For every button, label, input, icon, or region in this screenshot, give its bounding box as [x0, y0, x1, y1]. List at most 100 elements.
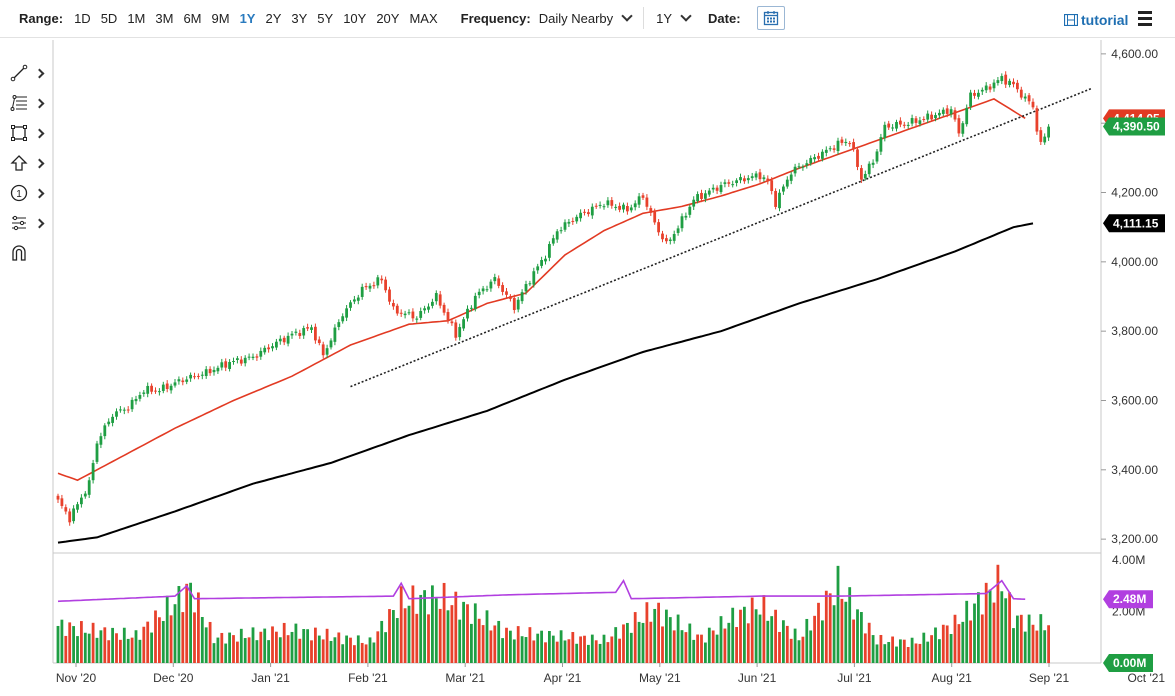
candle-body	[1012, 81, 1015, 85]
frequency-dropdown[interactable]: Daily Nearby	[539, 10, 633, 26]
volume-bar	[360, 642, 364, 663]
candle-body	[317, 339, 321, 344]
candle-body	[477, 291, 481, 296]
candle-body	[462, 319, 465, 329]
candle-body	[984, 85, 988, 91]
calendar-button[interactable]	[756, 6, 785, 30]
candle-body	[146, 385, 150, 394]
volume-bar	[325, 628, 329, 663]
candle-body	[119, 409, 122, 411]
candle-body	[341, 316, 345, 322]
volume-bar	[189, 582, 192, 663]
volume-bar	[614, 627, 618, 663]
volume-bar	[399, 586, 403, 663]
date-tick-label: Jul '21	[837, 671, 872, 685]
candle-body	[232, 360, 235, 362]
date-tick-label: Feb '21	[348, 671, 388, 685]
volume-bar	[813, 615, 816, 663]
range-button-1d[interactable]: 1D	[74, 10, 91, 26]
period-dropdown[interactable]: 1Y	[656, 10, 692, 26]
volume-bar	[415, 613, 419, 663]
range-button-6m[interactable]: 6M	[183, 10, 202, 26]
hamburger-menu-icon[interactable]	[1138, 11, 1152, 29]
volume-bar	[852, 619, 855, 663]
volume-bar	[571, 632, 575, 663]
volume-bar	[275, 631, 278, 663]
volume-bar	[1031, 624, 1035, 663]
range-button-2y[interactable]: 2Y	[265, 10, 282, 26]
volume-bar	[969, 620, 972, 663]
candle-body	[372, 285, 376, 287]
fibonacci-tool[interactable]	[10, 88, 50, 118]
rectangle-tool[interactable]	[10, 118, 50, 148]
arrow-tool[interactable]	[10, 148, 50, 178]
candle-body	[723, 182, 727, 184]
trendline[interactable]	[350, 87, 1092, 388]
volume-bar	[941, 624, 945, 663]
range-button-20y[interactable]: 20Y	[376, 10, 400, 26]
volume-bar	[290, 631, 294, 663]
candle-body	[934, 115, 937, 119]
range-button-5d[interactable]: 5D	[100, 10, 118, 26]
candle-body	[801, 166, 805, 168]
candle-body	[130, 399, 134, 410]
volume-bar	[446, 610, 450, 663]
volume-bar	[723, 628, 727, 663]
range-button-3y[interactable]: 3Y	[291, 10, 308, 26]
candle-body	[278, 338, 282, 342]
volume-bar	[895, 646, 898, 663]
candle-body	[836, 140, 840, 152]
range-button-1m[interactable]: 1M	[127, 10, 146, 26]
candle-body	[247, 356, 251, 358]
candle-body	[590, 206, 594, 216]
volume-bar	[427, 614, 430, 663]
candle-body	[743, 178, 746, 182]
range-button-3m[interactable]: 3M	[155, 10, 174, 26]
volume-bar	[731, 607, 735, 663]
magnet-tool[interactable]	[10, 238, 50, 268]
last-price-tag: 4,390.50	[1113, 119, 1160, 133]
range-button-9m[interactable]: 9M	[211, 10, 230, 26]
candle-body	[980, 89, 984, 92]
volume-bar	[1023, 631, 1027, 663]
volume-bar	[579, 636, 582, 663]
volume-bar	[817, 602, 820, 663]
candle-body	[177, 379, 181, 382]
date-tick-label: Oct '21	[1127, 671, 1165, 685]
date-tick-label: Aug '21	[932, 671, 973, 685]
volume-bar	[953, 614, 957, 663]
volume-bar	[653, 608, 657, 663]
volume-bar	[688, 623, 692, 663]
date-tick-label: Jun '21	[738, 671, 777, 685]
volume-bar	[700, 634, 703, 663]
annotation-tool[interactable]: 1	[10, 178, 50, 208]
volume-bar	[836, 565, 840, 663]
candle-body	[1043, 136, 1047, 143]
volume-bar	[485, 610, 489, 663]
volume-bar	[505, 627, 508, 663]
volume-bar	[329, 640, 333, 663]
volume-bar	[1000, 591, 1004, 663]
volume-bar	[337, 632, 341, 663]
candle-body	[403, 313, 407, 316]
volume-bar	[169, 615, 173, 663]
tutorial-link[interactable]: tutorial	[1064, 12, 1128, 28]
volume-bar	[286, 635, 290, 663]
measure-tool[interactable]	[10, 208, 50, 238]
volume-bar	[177, 586, 181, 663]
candle-body	[1031, 101, 1035, 108]
range-button-10y[interactable]: 10Y	[343, 10, 367, 26]
range-button-5y[interactable]: 5Y	[317, 10, 334, 26]
candle-body	[380, 278, 384, 281]
candle-body	[275, 341, 278, 348]
candle-body	[512, 298, 516, 311]
range-button-max[interactable]: MAX	[409, 10, 438, 26]
line-tool[interactable]	[10, 58, 50, 88]
candle-body	[353, 299, 356, 302]
candle-body	[957, 118, 961, 134]
candle-body	[594, 205, 598, 207]
candle-body	[524, 284, 528, 292]
range-button-1y[interactable]: 1Y	[239, 10, 256, 26]
volume-bar	[863, 633, 867, 663]
